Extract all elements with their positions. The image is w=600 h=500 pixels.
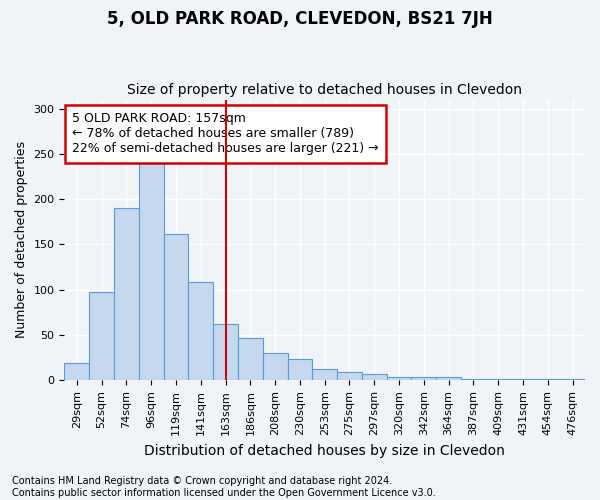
Text: 5 OLD PARK ROAD: 157sqm
← 78% of detached houses are smaller (789)
22% of semi-d: 5 OLD PARK ROAD: 157sqm ← 78% of detache…: [72, 112, 379, 155]
Bar: [164, 234, 188, 380]
Bar: [511, 378, 535, 380]
Bar: [89, 292, 114, 380]
X-axis label: Distribution of detached houses by size in Clevedon: Distribution of detached houses by size …: [144, 444, 505, 458]
Bar: [362, 374, 386, 380]
Bar: [386, 376, 412, 380]
Bar: [64, 363, 89, 380]
Bar: [114, 208, 139, 380]
Bar: [337, 372, 362, 380]
Bar: [412, 376, 436, 380]
Text: 5, OLD PARK ROAD, CLEVEDON, BS21 7JH: 5, OLD PARK ROAD, CLEVEDON, BS21 7JH: [107, 10, 493, 28]
Bar: [139, 161, 164, 380]
Bar: [238, 338, 263, 380]
Bar: [188, 282, 213, 380]
Y-axis label: Number of detached properties: Number of detached properties: [15, 142, 28, 338]
Title: Size of property relative to detached houses in Clevedon: Size of property relative to detached ho…: [127, 83, 522, 97]
Bar: [486, 378, 511, 380]
Bar: [287, 360, 313, 380]
Bar: [213, 324, 238, 380]
Bar: [263, 353, 287, 380]
Text: Contains HM Land Registry data © Crown copyright and database right 2024.
Contai: Contains HM Land Registry data © Crown c…: [12, 476, 436, 498]
Bar: [461, 378, 486, 380]
Bar: [560, 378, 585, 380]
Bar: [313, 368, 337, 380]
Bar: [436, 376, 461, 380]
